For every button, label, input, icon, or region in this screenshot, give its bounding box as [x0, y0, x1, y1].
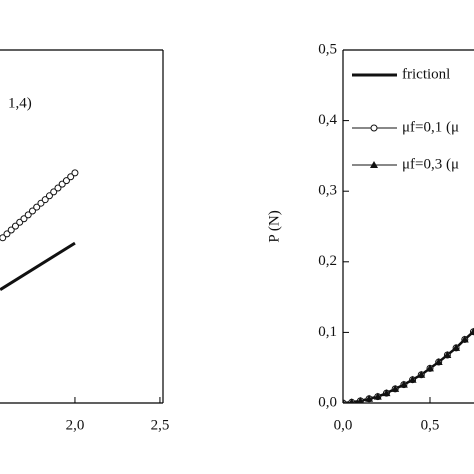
point-marker — [452, 343, 461, 351]
y-tick-label: 0,4 — [318, 112, 337, 128]
legend-marker — [370, 124, 378, 132]
point-marker — [349, 398, 355, 403]
point-marker — [50, 188, 58, 196]
point-marker — [62, 177, 70, 185]
legend-marker — [370, 161, 378, 168]
point-marker — [434, 358, 443, 366]
point-marker — [67, 173, 75, 181]
point-marker — [28, 207, 36, 215]
y-tick-label: 0,0 — [318, 394, 337, 410]
legend-label: μf=0,1 (μ — [402, 119, 459, 135]
x-tick-label: 0,0 — [334, 417, 353, 433]
point-marker — [356, 396, 364, 403]
legend-entry: μf=0,3 (μ — [352, 156, 459, 172]
series-line — [343, 330, 474, 403]
legend-entry: frictionl — [352, 66, 450, 82]
y-axis-label: P (N) — [266, 210, 282, 242]
series-line — [343, 331, 474, 403]
point-marker — [417, 370, 426, 378]
point-marker — [71, 169, 79, 177]
point-marker — [391, 384, 400, 392]
legend-label: μf=0,3 (μ — [402, 156, 459, 172]
point-marker — [7, 226, 15, 234]
point-marker — [373, 392, 382, 400]
point-marker — [408, 375, 417, 383]
plot-area — [343, 327, 474, 403]
point-marker — [343, 399, 346, 403]
point-marker — [469, 327, 474, 335]
annotation: 1,4) — [8, 95, 32, 111]
point-marker — [443, 350, 452, 358]
legend-label: frictionl — [402, 66, 450, 82]
y-tick-label: 0,1 — [318, 324, 337, 340]
series-line — [0, 241, 76, 291]
point-marker — [425, 364, 434, 372]
point-marker — [3, 230, 11, 238]
point-marker — [20, 215, 28, 223]
point-marker — [33, 203, 41, 211]
point-marker — [11, 222, 19, 230]
y-tick-label: 0,3 — [318, 183, 337, 199]
point-marker — [41, 196, 49, 204]
point-marker — [0, 234, 7, 242]
y-tick-label: 0,5 — [318, 41, 337, 57]
point-marker — [365, 394, 374, 402]
y-tick-label: 0,2 — [318, 253, 337, 269]
axes: 0,0 0,5 0,0 0,1 0,2 0,3 0,4 0,5 P (N) — [266, 41, 474, 433]
x-tick-label: 2,0 — [66, 417, 85, 433]
point-marker — [24, 211, 32, 219]
axes: 2,0 2,5 1,4) — [0, 49, 170, 433]
x-tick-label: 2,5 — [151, 417, 170, 433]
point-marker — [382, 389, 391, 397]
legend-entry: μf=0,1 (μ — [352, 119, 459, 135]
point-marker — [54, 184, 62, 192]
x-tick-label: 0,5 — [421, 417, 440, 433]
point-marker — [45, 192, 53, 200]
series-line — [343, 331, 474, 403]
point-marker — [460, 335, 469, 343]
plot-area — [0, 169, 79, 291]
point-marker — [399, 380, 408, 388]
